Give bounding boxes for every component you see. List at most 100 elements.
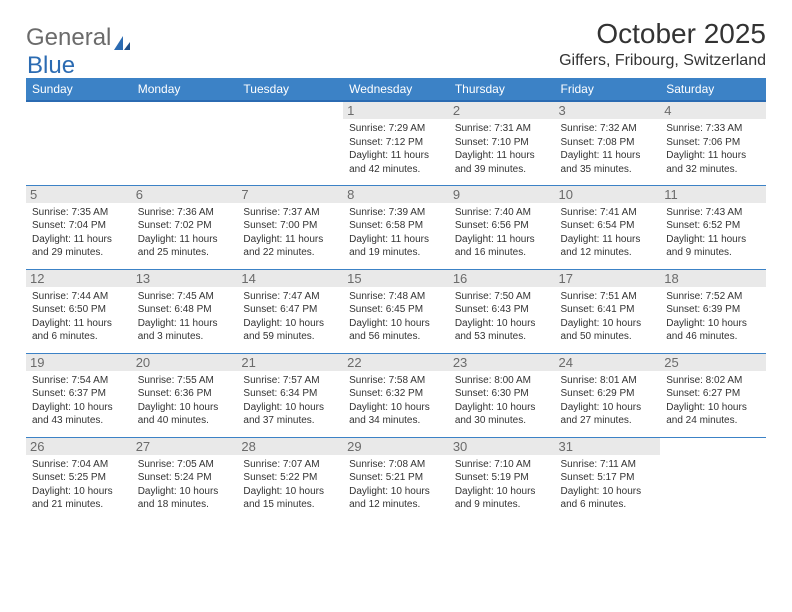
daylight-text: Daylight: 10 hours and 9 minutes.	[455, 485, 549, 512]
day-number: 6	[132, 186, 238, 203]
sunset-text: Sunset: 6:37 PM	[32, 387, 126, 401]
sunrise-text: Sunrise: 7:43 AM	[666, 206, 760, 220]
sunrise-text: Sunrise: 7:31 AM	[455, 122, 549, 136]
calendar-cell	[132, 101, 238, 185]
day-details: Sunrise: 7:57 AMSunset: 6:34 PMDaylight:…	[243, 374, 337, 428]
sunset-text: Sunset: 6:34 PM	[243, 387, 337, 401]
weekday-header: Monday	[132, 78, 238, 101]
sunrise-text: Sunrise: 7:55 AM	[138, 374, 232, 388]
daylight-text: Daylight: 10 hours and 30 minutes.	[455, 401, 549, 428]
day-details: Sunrise: 7:33 AMSunset: 7:06 PMDaylight:…	[666, 122, 760, 176]
day-details: Sunrise: 7:29 AMSunset: 7:12 PMDaylight:…	[349, 122, 443, 176]
daylight-text: Daylight: 10 hours and 21 minutes.	[32, 485, 126, 512]
calendar-cell: 25 Sunrise: 8:02 AMSunset: 6:27 PMDayligh…	[660, 353, 766, 437]
calendar-cell: 16Sunrise: 7:50 AMSunset: 6:43 PMDayligh…	[449, 269, 555, 353]
daylight-text: Daylight: 10 hours and 37 minutes.	[243, 401, 337, 428]
sunrise-text: Sunrise: 7:40 AM	[455, 206, 549, 220]
brand-sail-icon	[113, 30, 131, 46]
daylight-text: Daylight: 11 hours and 16 minutes.	[455, 233, 549, 260]
calendar-cell: 27Sunrise: 7:05 AMSunset: 5:24 PMDayligh…	[132, 437, 238, 521]
day-details: Sunrise: 7:41 AMSunset: 6:54 PMDaylight:…	[561, 206, 655, 260]
calendar-cell: 29 Sunrise: 7:08 AMSunset: 5:21 PMDayligh…	[343, 437, 449, 521]
page-title: October 2025	[559, 18, 766, 50]
daylight-text: Daylight: 10 hours and 15 minutes.	[243, 485, 337, 512]
daylight-text: Daylight: 10 hours and 53 minutes.	[455, 317, 549, 344]
day-details: Sunrise: 7:08 AMSunset: 5:21 PMDaylight:…	[349, 458, 443, 512]
sunrise-text: Sunrise: 8:02 AM	[666, 374, 760, 388]
calendar-cell	[237, 101, 343, 185]
day-number: 11	[660, 186, 766, 203]
header: General October 2025 Giffers, Fribourg, …	[26, 18, 766, 70]
sunset-text: Sunset: 6:50 PM	[32, 303, 126, 317]
calendar-cell	[660, 437, 766, 521]
calendar-row: 12Sunrise: 7:44 AMSunset: 6:50 PMDayligh…	[26, 269, 766, 353]
sunset-text: Sunset: 5:17 PM	[561, 471, 655, 485]
day-details: Sunrise: 7:36 AMSunset: 7:02 PMDaylight:…	[138, 206, 232, 260]
sunset-text: Sunset: 7:06 PM	[666, 136, 760, 150]
sunset-text: Sunset: 6:45 PM	[349, 303, 443, 317]
calendar-cell: 20Sunrise: 7:55 AMSunset: 6:36 PMDayligh…	[132, 353, 238, 437]
daylight-text: Daylight: 11 hours and 42 minutes.	[349, 149, 443, 176]
daylight-text: Daylight: 10 hours and 46 minutes.	[666, 317, 760, 344]
sunset-text: Sunset: 5:25 PM	[32, 471, 126, 485]
daylight-text: Daylight: 11 hours and 6 minutes.	[32, 317, 126, 344]
brand-word1: General	[26, 24, 111, 52]
sunrise-text: Sunrise: 7:04 AM	[32, 458, 126, 472]
calendar-cell: 11Sunrise: 7:43 AMSunset: 6:52 PMDayligh…	[660, 185, 766, 269]
sunset-text: Sunset: 7:10 PM	[455, 136, 549, 150]
day-details: Sunrise: 7:10 AMSunset: 5:19 PMDaylight:…	[455, 458, 549, 512]
day-number: 17	[555, 270, 661, 287]
calendar-cell: 5Sunrise: 7:35 AMSunset: 7:04 PMDaylight…	[26, 185, 132, 269]
calendar-cell: 22Sunrise: 7:58 AMSunset: 6:32 PMDayligh…	[343, 353, 449, 437]
sunrise-text: Sunrise: 7:10 AM	[455, 458, 549, 472]
calendar-cell: 14Sunrise: 7:47 AMSunset: 6:47 PMDayligh…	[237, 269, 343, 353]
sunset-text: Sunset: 5:19 PM	[455, 471, 549, 485]
daylight-text: Daylight: 10 hours and 56 minutes.	[349, 317, 443, 344]
calendar-cell: 10 Sunrise: 7:41 AMSunset: 6:54 PMDayligh…	[555, 185, 661, 269]
day-number: 16	[449, 270, 555, 287]
day-details: Sunrise: 8:02 AMSunset: 6:27 PMDaylight:…	[666, 374, 760, 428]
sunrise-text: Sunrise: 7:51 AM	[561, 290, 655, 304]
day-number: 8	[343, 186, 449, 203]
calendar-cell: 12Sunrise: 7:44 AMSunset: 6:50 PMDayligh…	[26, 269, 132, 353]
day-number: 21	[237, 354, 343, 371]
sunset-text: Sunset: 7:04 PM	[32, 219, 126, 233]
sunset-text: Sunset: 5:24 PM	[138, 471, 232, 485]
daylight-text: Daylight: 10 hours and 6 minutes.	[561, 485, 655, 512]
daylight-text: Daylight: 11 hours and 22 minutes.	[243, 233, 337, 260]
day-number: 29	[343, 438, 449, 455]
calendar-cell: 18Sunrise: 7:52 AMSunset: 6:39 PMDayligh…	[660, 269, 766, 353]
sunrise-text: Sunrise: 8:00 AM	[455, 374, 549, 388]
day-number: 19	[26, 354, 132, 371]
calendar-cell: 2Sunrise: 7:31 AMSunset: 7:10 PMDaylight…	[449, 101, 555, 185]
sunrise-text: Sunrise: 7:57 AM	[243, 374, 337, 388]
daylight-text: Daylight: 10 hours and 18 minutes.	[138, 485, 232, 512]
daylight-text: Daylight: 10 hours and 24 minutes.	[666, 401, 760, 428]
day-number: 28	[237, 438, 343, 455]
day-number: 25	[660, 354, 766, 371]
daylight-text: Daylight: 10 hours and 59 minutes.	[243, 317, 337, 344]
calendar-row: 19Sunrise: 7:54 AMSunset: 6:37 PMDayligh…	[26, 353, 766, 437]
calendar-page: General October 2025 Giffers, Fribourg, …	[0, 0, 792, 521]
sunset-text: Sunset: 6:41 PM	[561, 303, 655, 317]
sunrise-text: Sunrise: 7:05 AM	[138, 458, 232, 472]
day-number: 1	[343, 102, 449, 119]
day-details: Sunrise: 7:11 AMSunset: 5:17 PMDaylight:…	[561, 458, 655, 512]
day-details: Sunrise: 7:07 AMSunset: 5:22 PMDaylight:…	[243, 458, 337, 512]
weekday-header: Sunday	[26, 78, 132, 101]
day-number: 10	[555, 186, 661, 203]
sunrise-text: Sunrise: 7:52 AM	[666, 290, 760, 304]
sunrise-text: Sunrise: 7:32 AM	[561, 122, 655, 136]
sunset-text: Sunset: 6:27 PM	[666, 387, 760, 401]
calendar-cell: 28 Sunrise: 7:07 AMSunset: 5:22 PMDayligh…	[237, 437, 343, 521]
calendar-cell: 19Sunrise: 7:54 AMSunset: 6:37 PMDayligh…	[26, 353, 132, 437]
sunset-text: Sunset: 6:47 PM	[243, 303, 337, 317]
calendar-cell: 31Sunrise: 7:11 AMSunset: 5:17 PMDayligh…	[555, 437, 661, 521]
sunrise-text: Sunrise: 7:47 AM	[243, 290, 337, 304]
day-details: Sunrise: 7:39 AMSunset: 6:58 PMDaylight:…	[349, 206, 443, 260]
sunrise-text: Sunrise: 7:29 AM	[349, 122, 443, 136]
brand-word2: Blue	[27, 52, 75, 80]
day-details: Sunrise: 7:48 AMSunset: 6:45 PMDaylight:…	[349, 290, 443, 344]
sunrise-text: Sunrise: 7:41 AM	[561, 206, 655, 220]
sunset-text: Sunset: 6:39 PM	[666, 303, 760, 317]
